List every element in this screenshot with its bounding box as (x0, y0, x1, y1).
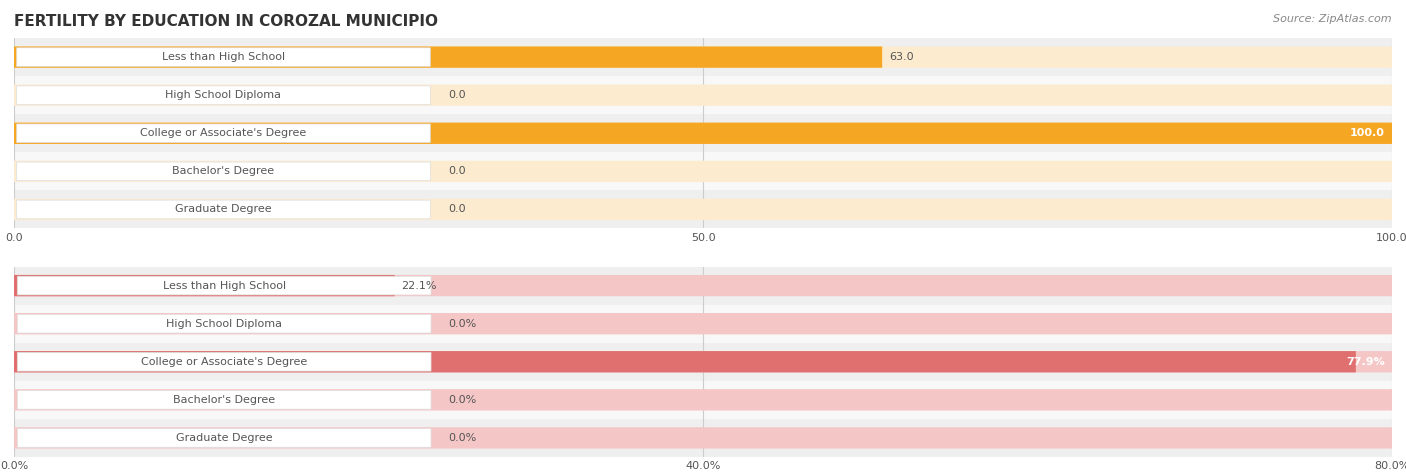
Bar (14, 381, 1392, 419)
FancyBboxPatch shape (17, 314, 432, 333)
FancyBboxPatch shape (17, 86, 430, 105)
FancyBboxPatch shape (14, 85, 1392, 106)
FancyBboxPatch shape (17, 124, 430, 143)
Text: Less than High School: Less than High School (162, 52, 285, 62)
Text: Source: ZipAtlas.com: Source: ZipAtlas.com (1274, 14, 1392, 24)
FancyBboxPatch shape (14, 123, 1392, 144)
FancyBboxPatch shape (17, 48, 430, 67)
Bar (14, 305, 1392, 343)
FancyBboxPatch shape (14, 123, 1392, 144)
FancyBboxPatch shape (17, 428, 432, 447)
FancyBboxPatch shape (14, 199, 1392, 220)
Text: College or Associate's Degree: College or Associate's Degree (141, 357, 308, 367)
FancyBboxPatch shape (14, 427, 1392, 448)
Text: Less than High School: Less than High School (163, 280, 285, 291)
Bar (14, 343, 1392, 381)
Text: 0.0: 0.0 (449, 166, 465, 177)
FancyBboxPatch shape (14, 351, 1355, 372)
Bar (14, 267, 1392, 305)
Text: 0.0: 0.0 (449, 90, 465, 100)
FancyBboxPatch shape (14, 275, 1392, 296)
FancyBboxPatch shape (14, 47, 1392, 68)
Text: FERTILITY BY EDUCATION IN COROZAL MUNICIPIO: FERTILITY BY EDUCATION IN COROZAL MUNICI… (14, 14, 439, 30)
FancyBboxPatch shape (17, 352, 432, 371)
Text: 0.0%: 0.0% (449, 318, 477, 329)
Bar (14, 38, 1392, 76)
Bar (14, 190, 1392, 228)
FancyBboxPatch shape (17, 390, 432, 409)
Text: 0.0%: 0.0% (449, 395, 477, 405)
FancyBboxPatch shape (14, 389, 1392, 410)
Bar (14, 419, 1392, 457)
FancyBboxPatch shape (17, 276, 432, 295)
Bar (14, 114, 1392, 152)
FancyBboxPatch shape (14, 351, 1392, 372)
Text: 22.1%: 22.1% (402, 280, 437, 291)
FancyBboxPatch shape (14, 313, 1392, 334)
Text: High School Diploma: High School Diploma (166, 90, 281, 100)
FancyBboxPatch shape (14, 47, 882, 68)
Text: Bachelor's Degree: Bachelor's Degree (173, 166, 274, 177)
FancyBboxPatch shape (17, 162, 430, 181)
FancyBboxPatch shape (14, 275, 395, 296)
Text: Bachelor's Degree: Bachelor's Degree (173, 395, 276, 405)
Text: 0.0%: 0.0% (449, 433, 477, 443)
FancyBboxPatch shape (17, 200, 430, 219)
Text: 0.0: 0.0 (449, 204, 465, 215)
Text: College or Associate's Degree: College or Associate's Degree (141, 128, 307, 139)
Text: Graduate Degree: Graduate Degree (176, 433, 273, 443)
Bar (14, 152, 1392, 190)
Text: 100.0: 100.0 (1350, 128, 1385, 139)
FancyBboxPatch shape (14, 161, 1392, 182)
Text: High School Diploma: High School Diploma (166, 318, 283, 329)
Text: Graduate Degree: Graduate Degree (176, 204, 271, 215)
Text: 77.9%: 77.9% (1347, 357, 1385, 367)
Text: 63.0: 63.0 (889, 52, 914, 62)
Bar (14, 76, 1392, 114)
